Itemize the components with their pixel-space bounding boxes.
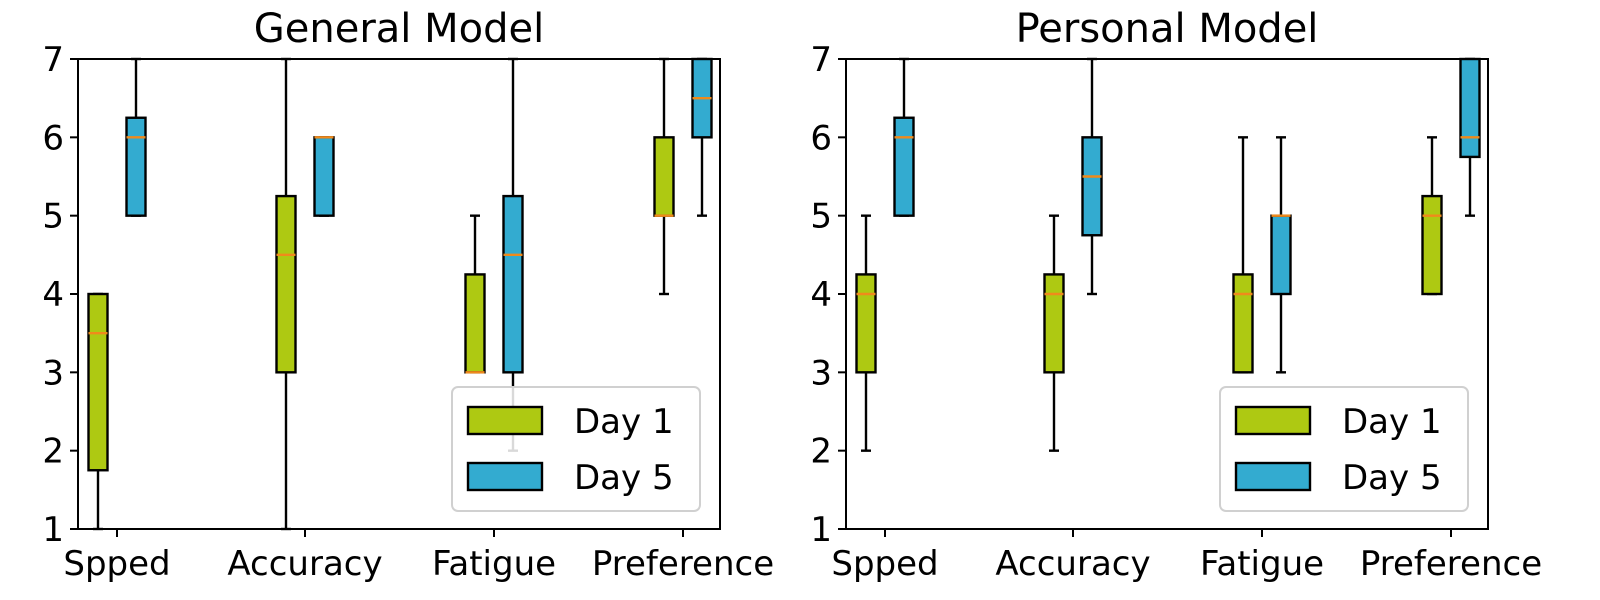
box-day1-fatigue <box>1232 136 1254 374</box>
box-iqr <box>1232 273 1254 374</box>
y-tick-label: 2 <box>42 432 64 472</box>
box-day5-spped <box>125 57 147 217</box>
plot-frame <box>845 58 1489 530</box>
plot-frame <box>77 58 721 530</box>
y-tick-label: 3 <box>810 353 832 393</box>
legend-label-2: Day 5 <box>574 458 674 498</box>
box-day1-accuracy <box>1043 214 1065 452</box>
box-iqr <box>653 136 675 217</box>
legend-label-2: Day 5 <box>1342 458 1442 498</box>
box-day5-accuracy <box>313 136 335 217</box>
y-tick-label: 3 <box>42 353 64 393</box>
box-day5-accuracy <box>1081 57 1103 296</box>
x-tick-label: Spped <box>63 544 170 584</box>
y-tick-label: 7 <box>42 40 64 80</box>
box-iqr <box>1459 57 1481 159</box>
legend-swatch-2 <box>1234 461 1312 492</box>
box-iqr <box>464 273 486 374</box>
y-tick-label: 2 <box>810 432 832 472</box>
box-day1-spped <box>855 214 877 452</box>
box-iqr <box>125 116 147 217</box>
box-iqr <box>313 136 335 217</box>
box-day1-preference <box>1421 136 1443 296</box>
y-tick-label: 5 <box>42 197 64 237</box>
box-day1-spped <box>87 292 109 531</box>
box-day1-accuracy <box>275 57 297 531</box>
y-tick-label: 1 <box>42 510 64 550</box>
chart-legend: Day 1 Day 5 <box>451 386 701 512</box>
y-tick-label: 5 <box>810 197 832 237</box>
y-tick-label: 6 <box>810 118 832 158</box>
legend-label-1: Day 1 <box>1342 402 1442 442</box>
y-tick-label: 1 <box>810 510 832 550</box>
y-tick-label: 4 <box>810 275 832 315</box>
box-day5-spped <box>893 57 915 217</box>
box-iqr <box>1043 273 1065 374</box>
x-tick-label: Fatigue <box>1200 544 1324 584</box>
box-day5-fatigue <box>1270 136 1292 374</box>
legend-label-1: Day 1 <box>574 402 674 442</box>
box-iqr <box>502 194 524 374</box>
legend-swatch-1 <box>1234 405 1312 436</box>
y-tick-label: 6 <box>42 118 64 158</box>
box-day5-preference <box>691 57 713 217</box>
box-iqr <box>1081 136 1103 237</box>
chart-panel-2: Personal Model 1 2 3 4 5 6 7 Spped Accuracy Fatigu… <box>810 6 1542 584</box>
box-iqr <box>893 116 915 217</box>
box-iqr <box>275 194 297 374</box>
legend-swatch-2 <box>466 461 544 492</box>
box-iqr <box>1421 194 1443 296</box>
box-iqr <box>1270 214 1292 296</box>
legend-swatch-1 <box>466 405 544 436</box>
x-tick-label: Fatigue <box>432 544 556 584</box>
chart-title: General Model <box>254 6 544 52</box>
chart-legend: Day 1 Day 5 <box>1219 386 1469 512</box>
box-iqr <box>87 292 109 472</box>
box-day1-preference <box>653 57 675 296</box>
chart-title: Personal Model <box>1016 6 1319 52</box>
chart-panel-1: General Model 1 2 3 4 5 6 7 Spped Accuracy Fatigue… <box>42 6 774 584</box>
x-tick-label: Spped <box>831 544 938 584</box>
y-tick-label: 7 <box>810 40 832 80</box>
x-tick-label: Accuracy <box>227 544 382 584</box>
x-tick-label: Accuracy <box>995 544 1150 584</box>
box-day5-preference <box>1459 57 1481 217</box>
box-day1-fatigue <box>464 214 486 374</box>
x-tick-label: Preference <box>592 544 774 584</box>
y-tick-label: 4 <box>42 275 64 315</box>
box-iqr <box>855 273 877 374</box>
x-tick-label: Preference <box>1360 544 1542 584</box>
